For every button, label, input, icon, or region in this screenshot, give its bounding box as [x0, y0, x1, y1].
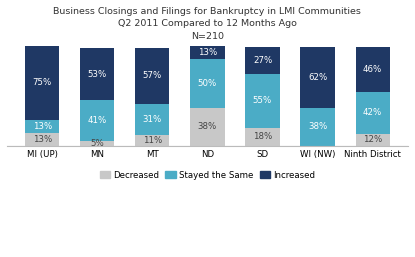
Bar — [80, 141, 115, 145]
Bar — [135, 135, 169, 145]
Text: 62%: 62% — [308, 73, 327, 82]
Text: 50%: 50% — [198, 79, 217, 88]
Text: 41%: 41% — [88, 116, 107, 125]
Text: 13%: 13% — [33, 122, 52, 131]
Bar — [356, 134, 390, 145]
Text: 53%: 53% — [88, 69, 107, 78]
Text: 13%: 13% — [198, 48, 217, 57]
Text: 38%: 38% — [198, 122, 217, 131]
Bar — [135, 48, 169, 104]
Text: 13%: 13% — [33, 135, 52, 144]
Text: 75%: 75% — [33, 78, 52, 87]
Bar — [356, 92, 390, 134]
Bar — [300, 47, 334, 108]
Bar — [245, 74, 280, 128]
Text: 27%: 27% — [253, 56, 272, 65]
Text: 31%: 31% — [143, 115, 162, 124]
Bar — [135, 104, 169, 135]
Title: Business Closings and Filings for Bankruptcy in LMI Communities
Q2 2011 Compared: Business Closings and Filings for Bankru… — [54, 7, 361, 41]
Bar — [25, 120, 59, 133]
Text: 12%: 12% — [363, 135, 382, 144]
Bar — [25, 46, 59, 120]
Bar — [245, 47, 280, 74]
Text: 55%: 55% — [253, 96, 272, 105]
Legend: Decreased, Stayed the Same, Increased: Decreased, Stayed the Same, Increased — [96, 167, 319, 183]
Bar — [190, 46, 225, 59]
Text: 42%: 42% — [363, 108, 382, 117]
Bar — [300, 108, 334, 145]
Text: 38%: 38% — [308, 122, 327, 131]
Text: 5%: 5% — [90, 139, 104, 148]
Text: 11%: 11% — [143, 136, 162, 145]
Bar — [80, 100, 115, 141]
Bar — [190, 108, 225, 145]
Bar — [80, 48, 115, 100]
Bar — [25, 133, 59, 145]
Text: 18%: 18% — [253, 132, 272, 141]
Bar — [245, 128, 280, 145]
Text: 57%: 57% — [143, 71, 162, 80]
Bar — [190, 59, 225, 108]
Bar — [356, 47, 390, 92]
Text: 46%: 46% — [363, 65, 382, 74]
